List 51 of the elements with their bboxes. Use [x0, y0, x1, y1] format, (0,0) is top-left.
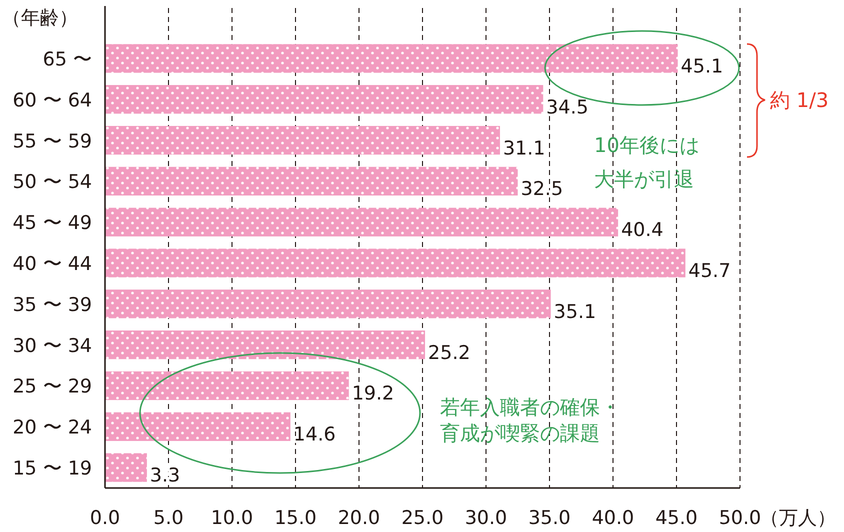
annotation: 育成が喫緊の課題 — [440, 421, 600, 445]
x-tick-label: 5.0 — [153, 507, 184, 529]
bar — [105, 453, 147, 482]
x-tick-label: 10.0 — [210, 507, 254, 529]
bar — [105, 248, 686, 278]
bar — [105, 412, 290, 441]
x-axis-title: （万人） — [760, 507, 836, 529]
bar — [105, 85, 544, 114]
bar — [105, 44, 678, 73]
text: 約 1/3 — [770, 88, 829, 112]
x-tick-label: 25.0 — [401, 507, 444, 529]
data-label: 45.1 — [680, 55, 724, 78]
y-tick-label: 40 〜 44 — [12, 253, 92, 275]
bar — [105, 166, 518, 196]
data-label: 25.2 — [428, 342, 470, 364]
y-tick-label: 60 〜 64 — [12, 89, 92, 112]
y-tick-label: 50 〜 54 — [12, 171, 92, 194]
y-tick-label: 65 〜 — [42, 48, 92, 70]
data-label: 35.1 — [554, 300, 596, 323]
y-tick-label: 45 〜 49 — [12, 212, 92, 234]
bar — [105, 371, 349, 400]
bar — [105, 330, 426, 360]
y-tick-label: 30 〜 34 — [12, 334, 92, 357]
y-axis-title: （年齢） — [2, 7, 78, 29]
data-label: 40.4 — [621, 219, 664, 242]
y-tick-label: 55 〜 59 — [12, 130, 92, 152]
x-tick-label: 0.0 — [90, 507, 120, 529]
data-label: 3.3 — [150, 464, 180, 487]
y-tick-label: 15 〜 19 — [12, 458, 92, 480]
x-tick-label: 30.0 — [464, 507, 508, 529]
data-label: 45.7 — [688, 260, 731, 282]
bar — [105, 290, 551, 318]
data-label: 14.6 — [293, 424, 336, 446]
x-tick-label: 35.0 — [528, 507, 571, 529]
data-label: 31.1 — [502, 137, 546, 160]
annotation: 大半が引退 — [594, 167, 694, 191]
data-label: 34.5 — [546, 96, 588, 118]
x-tick-label: 50.0 — [718, 507, 762, 529]
y-tick-label: 25 〜 29 — [12, 376, 92, 398]
x-tick-label: 20.0 — [338, 507, 380, 529]
x-tick-label: 45.0 — [655, 507, 698, 529]
annotation: 10年後には — [594, 133, 700, 157]
x-tick-label: 15.0 — [274, 507, 317, 529]
data-label: 19.2 — [352, 382, 394, 405]
y-tick-label: 20 〜 24 — [12, 416, 92, 439]
x-tick-label: 40.0 — [592, 507, 634, 529]
annotation: 若年入職者の確保・ — [440, 395, 620, 419]
data-label: 32.5 — [520, 178, 564, 200]
bar — [105, 126, 500, 155]
y-tick-label: 35 〜 39 — [12, 294, 92, 316]
bar — [105, 208, 618, 236]
